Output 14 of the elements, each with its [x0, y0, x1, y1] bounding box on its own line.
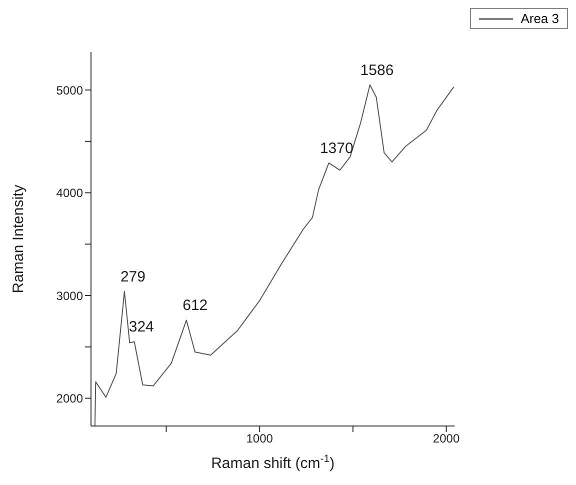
annotation: 1586: [360, 62, 394, 79]
legend-label: Area 3: [520, 11, 559, 26]
annotation: 1370: [320, 140, 354, 157]
annotation: 612: [182, 297, 208, 314]
annotation: 279: [120, 268, 146, 286]
y-tick-label: 3000: [56, 288, 84, 303]
y-tick-label: 5000: [56, 83, 84, 98]
x-axis-title: Raman shift (cm$^{-1}$): [211, 453, 335, 472]
y-axis-title: Raman Intensity: [10, 184, 27, 294]
annotation: 324: [128, 318, 154, 336]
y-tick-label: 4000: [56, 186, 84, 200]
x-tick-label: 1000: [246, 432, 274, 446]
line-series: [94, 84, 454, 426]
y-tick-label: 2000: [56, 392, 84, 406]
